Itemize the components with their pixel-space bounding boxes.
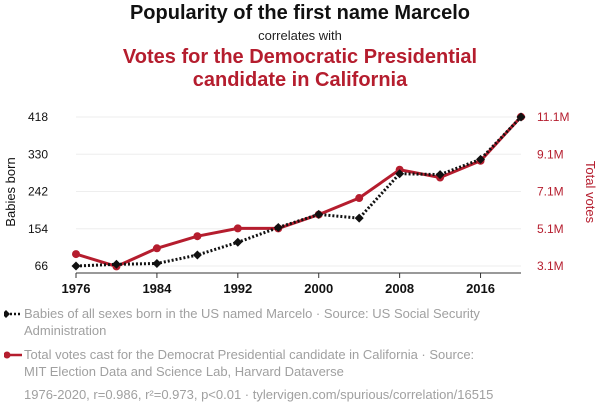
chart-subtitle: Votes for the Democratic Presidential ca… [0, 46, 600, 92]
data-point-babies [152, 258, 162, 268]
x-tick-label: 1984 [142, 281, 172, 296]
subtitle-line-2: candidate in California [192, 69, 408, 91]
x-tick-label: 1976 [62, 281, 91, 296]
chart-connector: correlates with [258, 28, 342, 43]
right-tick-label: 7.1M [537, 185, 564, 199]
data-point-votes [72, 250, 80, 259]
subtitle-line-1: Votes for the Democratic Presidential [122, 46, 478, 68]
left-tick-label: 242 [28, 185, 48, 199]
data-point-votes [193, 232, 202, 241]
legend-text-votes: Total votes cast for the Democrat Presid… [24, 347, 475, 379]
data-point-babies [192, 250, 202, 260]
series-line-babies [75, 115, 523, 268]
x-tick-label: 1992 [223, 281, 252, 296]
left-axis-title: Babies born [3, 157, 18, 226]
legend-swatch-votes [4, 351, 22, 359]
left-tick-label: 418 [28, 110, 48, 124]
data-point-babies [71, 261, 81, 271]
data-point-babies [395, 169, 405, 179]
legend-swatch-babies [4, 310, 22, 318]
data-point-babies [476, 154, 486, 164]
right-tick-label: 3.1M [537, 259, 564, 273]
data-point-babies [354, 213, 364, 223]
data-point-votes [233, 224, 242, 233]
chart-plot: 418 11.1M 330 9.1M 242 7.1M 154 5.1M 66 3.1M 1976 1… [3, 110, 598, 296]
data-point-babies [516, 112, 526, 122]
footer-stats: 1976-2020, r=0.986, r²=0.973, p<0.01 · t… [24, 387, 494, 402]
right-axis-title: Total votes [583, 161, 598, 224]
right-tick-label: 11.1M [537, 110, 569, 124]
legend-text-babies: Babies of all sexes born in the US named… [24, 306, 480, 338]
right-tick-label: 9.1M [537, 147, 564, 161]
right-tick-label: 5.1M [537, 222, 564, 236]
left-tick-label: 66 [35, 259, 49, 273]
data-point-votes [152, 244, 161, 253]
left-tick-label: 330 [28, 147, 48, 161]
chart-title: Popularity of the first name Marcelo [129, 2, 471, 24]
left-tick-label: 154 [28, 222, 48, 236]
data-point-babies [435, 170, 445, 180]
x-tick-label: 2000 [304, 281, 333, 296]
data-point-babies [233, 237, 243, 247]
x-tick-label: 2008 [385, 281, 414, 296]
data-point-babies [273, 222, 283, 232]
data-point-votes [355, 194, 364, 203]
x-tick-label: 2016 [466, 281, 495, 296]
data-point-babies [314, 209, 324, 219]
data-point-babies [111, 259, 121, 269]
